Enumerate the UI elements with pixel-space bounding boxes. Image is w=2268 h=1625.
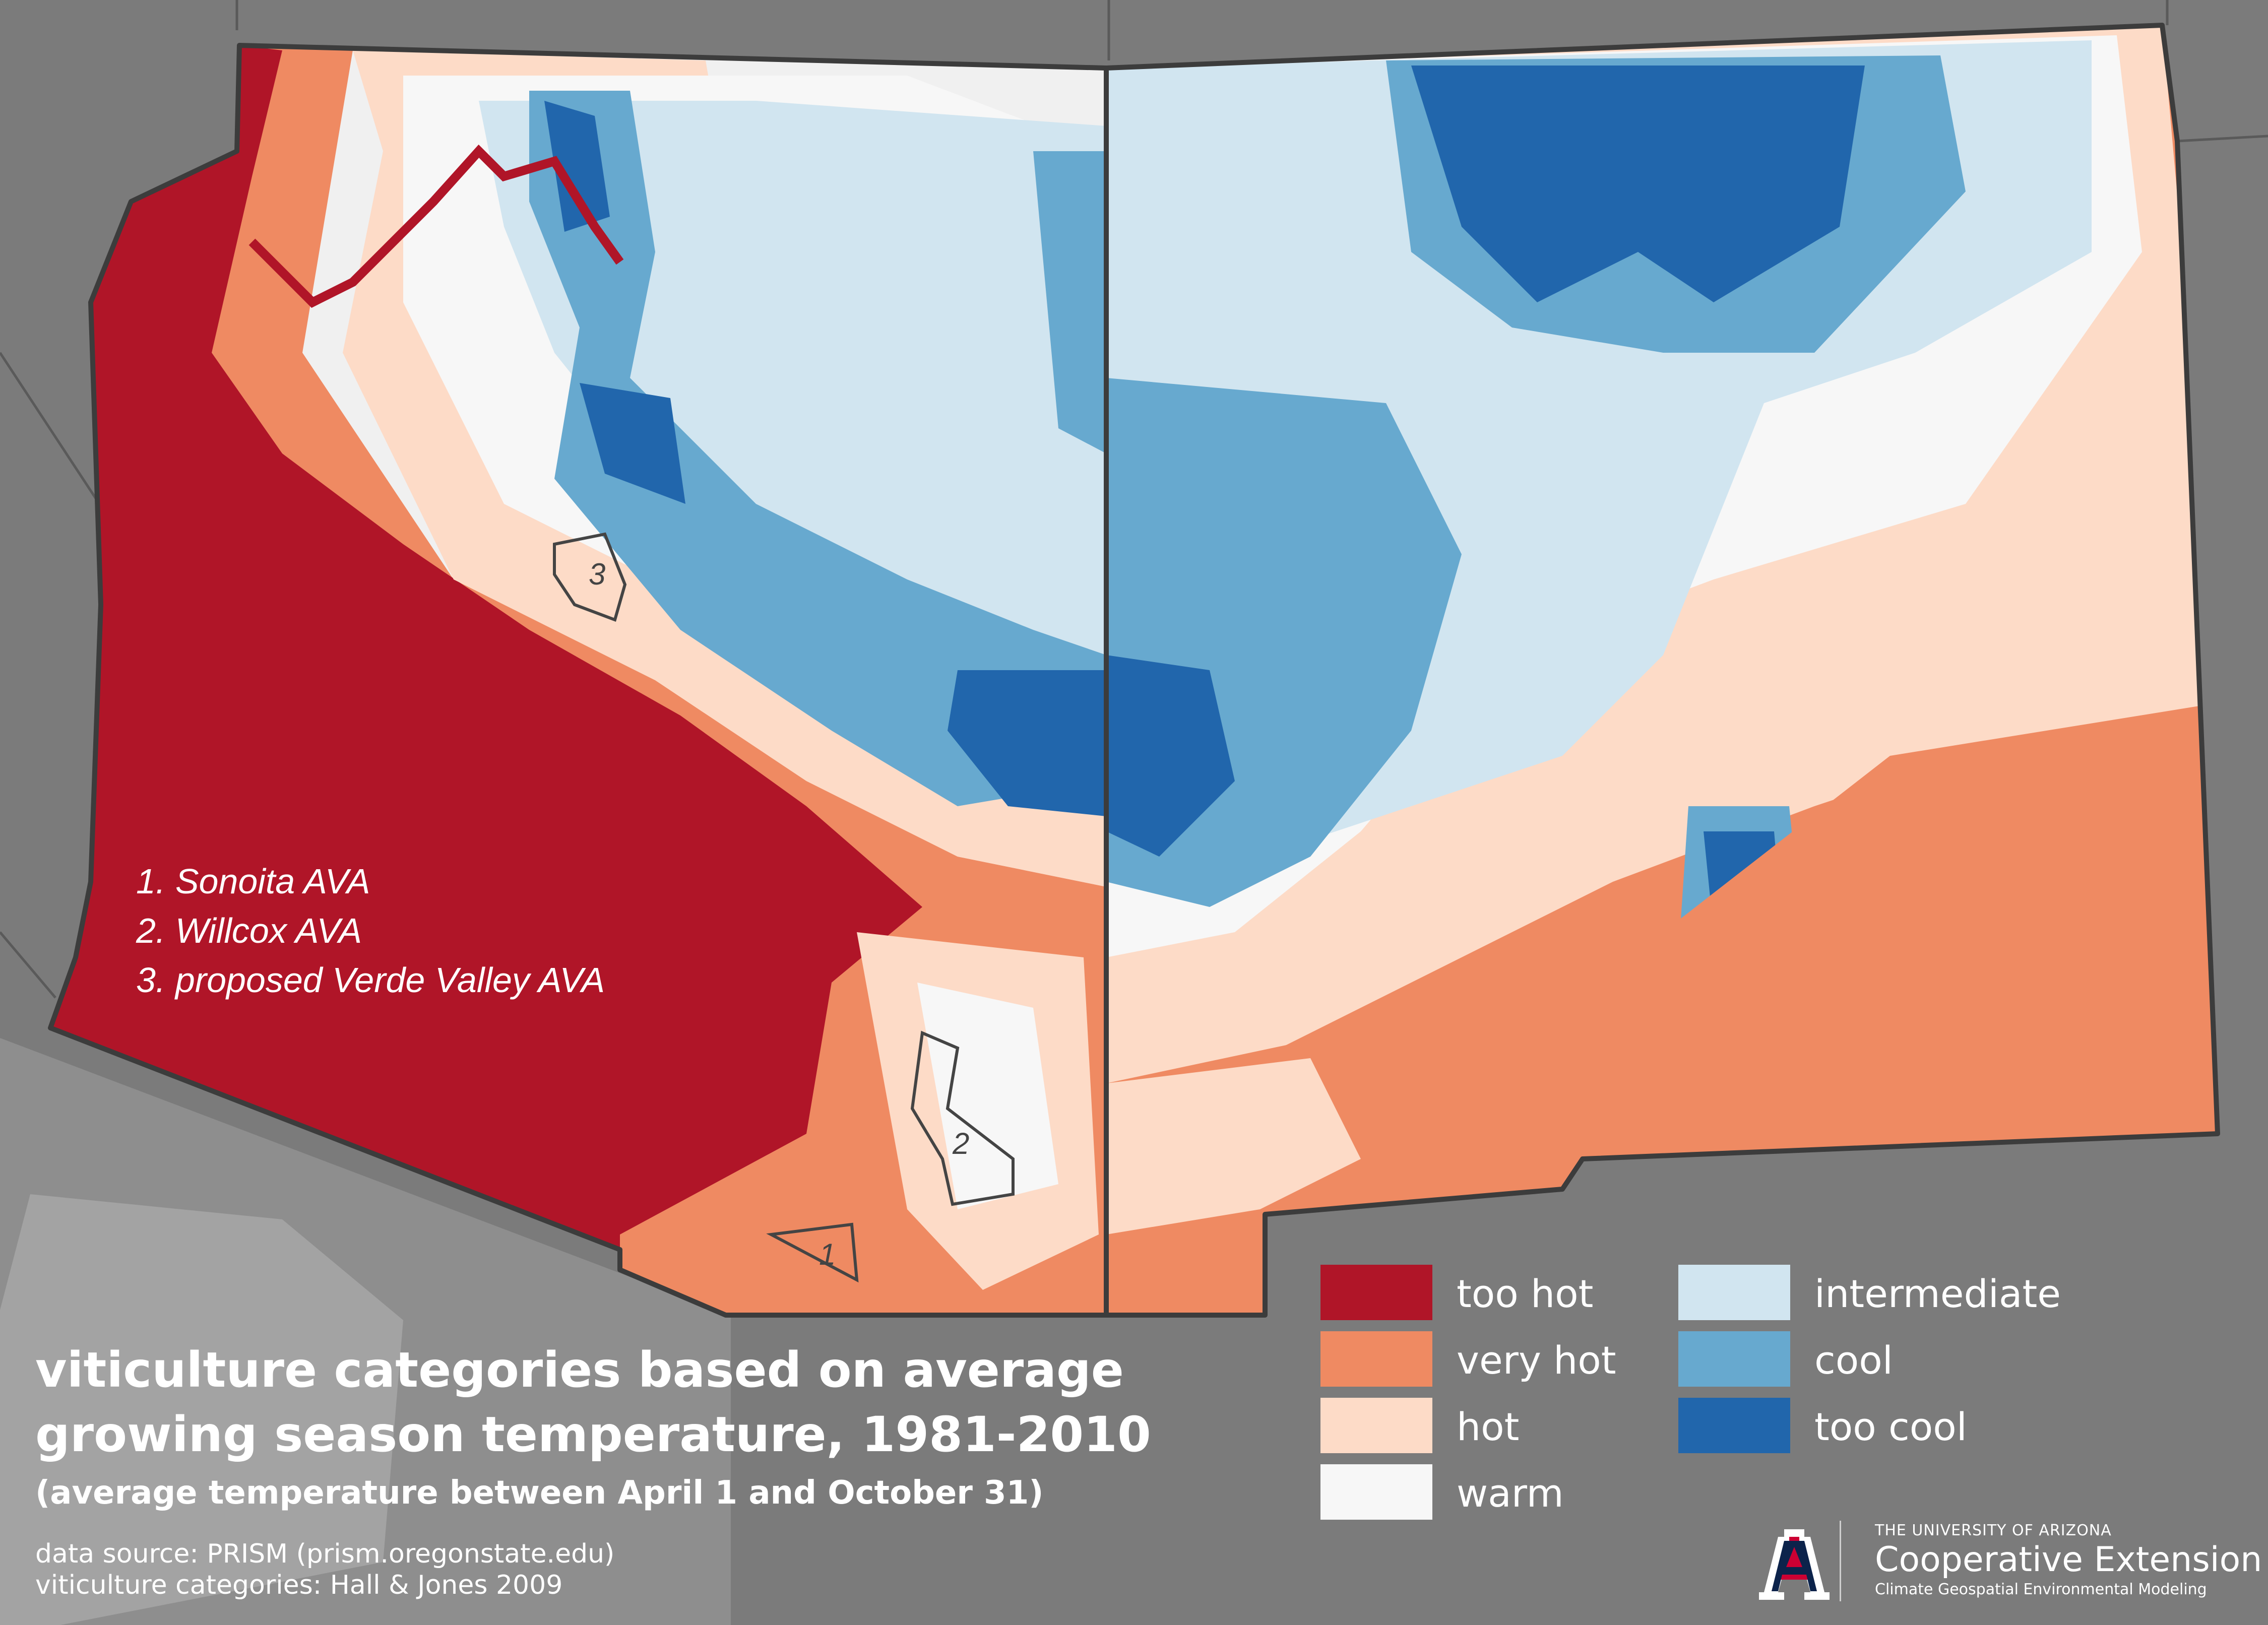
ava-marker-3: 3 bbox=[589, 557, 605, 591]
legend-swatch bbox=[1320, 1464, 1432, 1520]
ava-list-item: 2. Willcox AVA bbox=[136, 911, 362, 950]
ava-marker-1: 1 bbox=[819, 1238, 836, 1271]
legend-label: intermediate bbox=[1814, 1271, 2061, 1316]
arizona-a-icon bbox=[1754, 1517, 1835, 1605]
ava-outline-willcox bbox=[910, 1030, 1015, 1206]
legend-label: cool bbox=[1814, 1338, 1893, 1383]
logo-extension: Cooperative Extension bbox=[1875, 1540, 2262, 1580]
university-logo: THE UNIVERSITY OF ARIZONA Cooperative Ex… bbox=[1754, 1517, 2262, 1607]
category-source: viticulture categories: Hall & Jones 200… bbox=[35, 1570, 563, 1600]
legend-swatch bbox=[1678, 1265, 1790, 1320]
logo-department: Climate Geospatial Environmental Modelin… bbox=[1875, 1581, 2207, 1598]
arizona bbox=[50, 45, 1106, 1315]
ava-outline-verde-valley bbox=[553, 532, 627, 622]
ava-list-item: 1. Sonoita AVA bbox=[136, 862, 370, 901]
ava-list: 1. Sonoita AVA 2. Willcox AVA 3. propose… bbox=[136, 857, 605, 1005]
legend-swatch bbox=[1320, 1331, 1432, 1387]
legend-swatch bbox=[1320, 1398, 1432, 1453]
map-title: viticulture categories based on average … bbox=[35, 1338, 1151, 1513]
legend-label: too hot bbox=[1457, 1271, 1594, 1316]
legend-label: hot bbox=[1457, 1404, 1520, 1449]
legend-label: warm bbox=[1457, 1471, 1564, 1516]
ava-outline-sonoita bbox=[766, 1222, 859, 1283]
legend-swatch bbox=[1320, 1265, 1432, 1320]
legend-swatch bbox=[1678, 1331, 1790, 1387]
state-borders bbox=[48, 23, 2220, 1318]
logo-divider bbox=[1840, 1521, 1841, 1601]
baja-region bbox=[0, 1194, 403, 1625]
ava-marker-2: 2 bbox=[952, 1127, 969, 1160]
legend-label: very hot bbox=[1457, 1338, 1616, 1383]
legend-label: too cool bbox=[1814, 1404, 1967, 1449]
new-mexico bbox=[1106, 25, 2218, 1315]
title-line-1: viticulture categories based on average bbox=[35, 1342, 1124, 1398]
title-subtitle: (average temperature between April 1 and… bbox=[35, 1474, 1044, 1512]
legend-swatch bbox=[1678, 1398, 1790, 1453]
title-line-2: growing season temperature, 1981-2010 bbox=[35, 1406, 1151, 1463]
logo-university: THE UNIVERSITY OF ARIZONA bbox=[1875, 1522, 2112, 1539]
source-credits: data source: PRISM (prism.oregonstate.ed… bbox=[35, 1538, 614, 1601]
legend: too hot very hot hot warm intermediate cool to… bbox=[1320, 1265, 2107, 1532]
data-source: data source: PRISM (prism.oregonstate.ed… bbox=[35, 1539, 615, 1569]
ava-list-item: 3. proposed Verde Valley AVA bbox=[136, 960, 605, 1000]
logo-text: THE UNIVERSITY OF ARIZONA Cooperative Ex… bbox=[1875, 1522, 2262, 1598]
